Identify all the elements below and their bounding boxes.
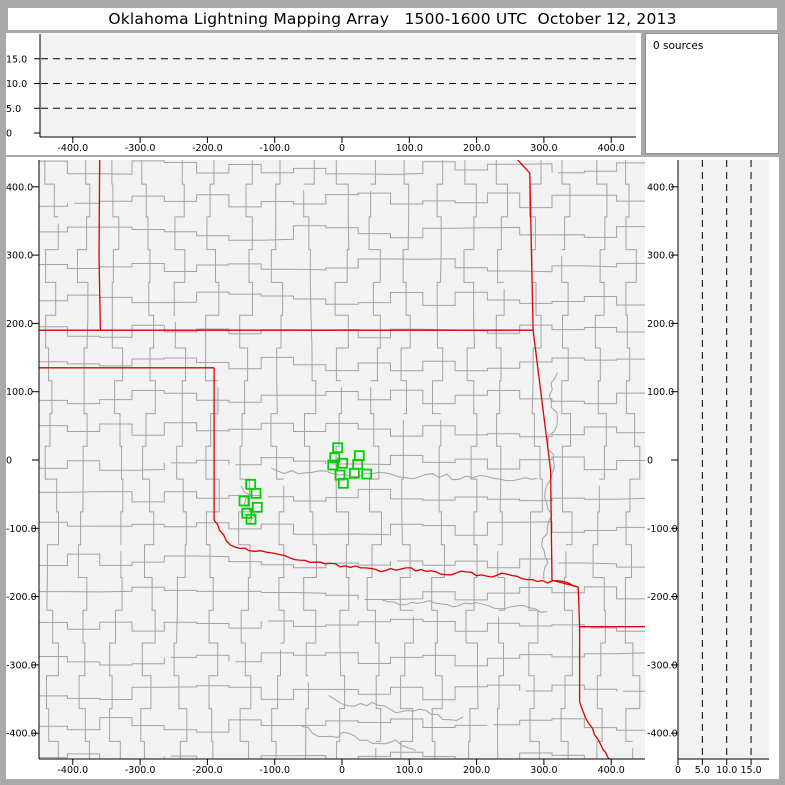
svg-text:-400.0: -400.0 [57,143,88,154]
svg-text:-300.0: -300.0 [125,143,156,154]
svg-text:100.0: 100.0 [647,387,674,398]
svg-text:400.0: 400.0 [6,182,33,193]
svg-text:0: 0 [339,765,345,776]
svg-text:200.0: 200.0 [463,765,490,776]
sources-panel: 0 sources [645,33,779,154]
svg-text:-300.0: -300.0 [125,765,156,776]
page-title: Oklahoma Lightning Mapping Array 1500-16… [108,10,677,28]
river-texas-river-1 [328,695,464,721]
svg-text:-200.0: -200.0 [6,592,37,603]
alt-ns-plot: 400.0 300.0 200.0 100.0 0 -100.0 -200.0 -300.0 -… [647,160,769,776]
svg-text:-100.0: -100.0 [259,765,290,776]
svg-text:400.0: 400.0 [598,765,625,776]
svg-text:-300.0: -300.0 [6,660,37,671]
svg-text:0: 0 [647,456,653,467]
river-central-river [271,467,538,482]
svg-text:300.0: 300.0 [530,143,557,154]
plan-view-map: 400.0 300.0 200.0 100.0 0 -100.0 -200.0 -300.0 -… [6,160,645,776]
lma-station-marker [250,487,262,499]
svg-text:200.0: 200.0 [647,319,674,330]
state-border-oklahoma-arkansas-east [516,160,579,588]
svg-text:300.0: 300.0 [647,251,674,262]
svg-text:200.0: 200.0 [6,319,33,330]
county-borders [39,160,645,759]
svg-text:-100.0: -100.0 [647,524,678,535]
svg-text:0: 0 [6,456,12,467]
svg-text:400.0: 400.0 [647,182,674,193]
lma-station-marker [332,442,344,454]
svg-text:-400.0: -400.0 [6,729,37,740]
svg-text:300.0: 300.0 [530,765,557,776]
svg-text:10.0: 10.0 [716,765,737,776]
svg-text:-400.0: -400.0 [57,765,88,776]
state-border-colorado-kansas [98,160,102,331]
svg-text:-200.0: -200.0 [192,765,223,776]
lma-station-marker [238,495,250,507]
lma-station-marker [251,501,263,513]
svg-text:-100.0: -100.0 [259,143,290,154]
svg-text:10.0: 10.0 [6,79,27,90]
svg-text:15.0: 15.0 [740,765,761,776]
svg-text:-300.0: -300.0 [647,660,678,671]
svg-text:-400.0: -400.0 [647,729,678,740]
svg-text:5.0: 5.0 [695,765,710,776]
svg-text:200.0: 200.0 [463,143,490,154]
lma-station-marker [337,477,349,489]
alt-ew-plot: 15.0 10.0 5.0 0 -400.0 -300.0 -200.0 -100.0 0 100… [6,34,636,154]
svg-text:100.0: 100.0 [396,765,423,776]
svg-text:-200.0: -200.0 [192,143,223,154]
river-texas-river-2 [301,725,417,751]
svg-text:5.0: 5.0 [6,104,21,115]
lma-station-marker [361,468,373,480]
lma-station-marker [327,459,339,471]
lma-station-marker [337,457,349,469]
svg-text:0: 0 [675,765,681,776]
svg-text:15.0: 15.0 [6,54,27,65]
svg-text:-100.0: -100.0 [6,524,37,535]
svg-text:-200.0: -200.0 [647,592,678,603]
lma-station-marker [348,467,360,479]
title-bar: Oklahoma Lightning Mapping Array 1500-16… [8,8,777,30]
river-east-river [541,372,558,580]
svg-text:400.0: 400.0 [598,143,625,154]
state-border-red-river [213,519,579,588]
svg-text:100.0: 100.0 [396,143,423,154]
sources-count-label: 0 sources [653,40,704,52]
lma-station-marker [329,452,341,464]
lma-station-marker [245,513,257,525]
svg-text:100.0: 100.0 [6,387,33,398]
river-south-river [382,599,548,613]
svg-text:0: 0 [6,129,12,140]
state-border-texas-louisiana-sabine [578,701,611,759]
svg-text:0: 0 [339,143,345,154]
svg-text:300.0: 300.0 [6,251,33,262]
